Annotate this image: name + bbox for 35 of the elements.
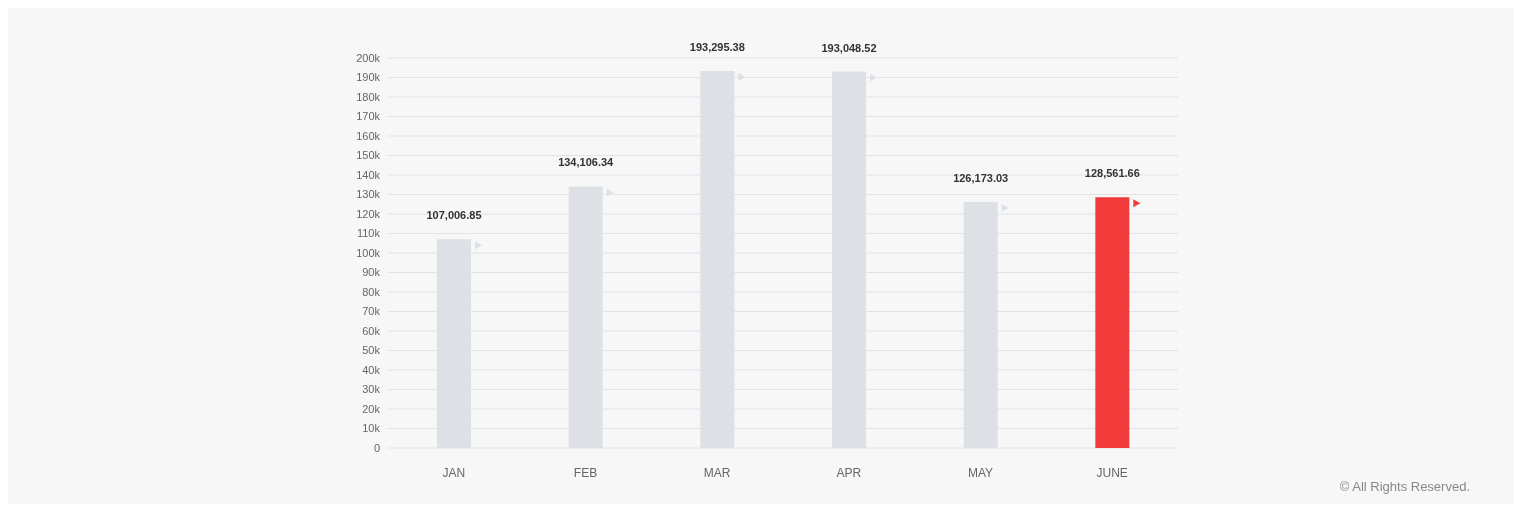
x-tick-label: JAN — [442, 465, 466, 480]
y-tick-label: 0 — [373, 441, 380, 454]
x-tick-label: MAY — [967, 465, 994, 480]
text: © All Rights Reserved. — [1339, 479, 1470, 494]
y-tick-label: 100k — [356, 246, 381, 259]
data-label: 128,561.66 — [1084, 167, 1140, 180]
y-tick-label: 170k — [356, 110, 381, 123]
data-label: 134,106.34 — [558, 156, 615, 169]
data-label: 193,048.52 — [821, 41, 877, 54]
y-tick-label: 150k — [356, 149, 381, 162]
y-tick-label: 110k — [356, 227, 381, 240]
y-tick-label: 70k — [362, 305, 381, 318]
y-tick-label: 180k — [356, 90, 381, 103]
data-label: 126,173.03 — [953, 171, 1009, 184]
y-tick-label: 10k — [362, 422, 381, 435]
y-tick-label: 160k — [356, 129, 381, 142]
y-tick-label: 80k — [362, 285, 381, 298]
x-tick-label: APR — [836, 465, 862, 480]
y-tick-label: 190k — [356, 71, 381, 84]
x-tick-label: FEB — [573, 465, 598, 480]
x-tick-label: MAR — [703, 465, 731, 480]
data-label: 193,295.38 — [689, 41, 745, 54]
y-tick-label: 120k — [356, 207, 381, 220]
data-label: 107,006.85 — [426, 209, 482, 222]
y-tick-label: 90k — [362, 266, 381, 279]
bar — [1095, 197, 1130, 448]
y-tick-label: 130k — [356, 188, 381, 201]
y-tick-label: 140k — [356, 168, 381, 181]
y-tick-label: 50k — [362, 344, 381, 357]
y-tick-label: 60k — [362, 324, 381, 337]
x-tick-label: JUNE — [1096, 465, 1128, 480]
y-tick-label: 20k — [362, 402, 381, 415]
y-tick-label: 40k — [362, 363, 381, 376]
y-tick-label: 200k — [356, 51, 381, 64]
y-tick-label: 30k — [362, 383, 381, 396]
